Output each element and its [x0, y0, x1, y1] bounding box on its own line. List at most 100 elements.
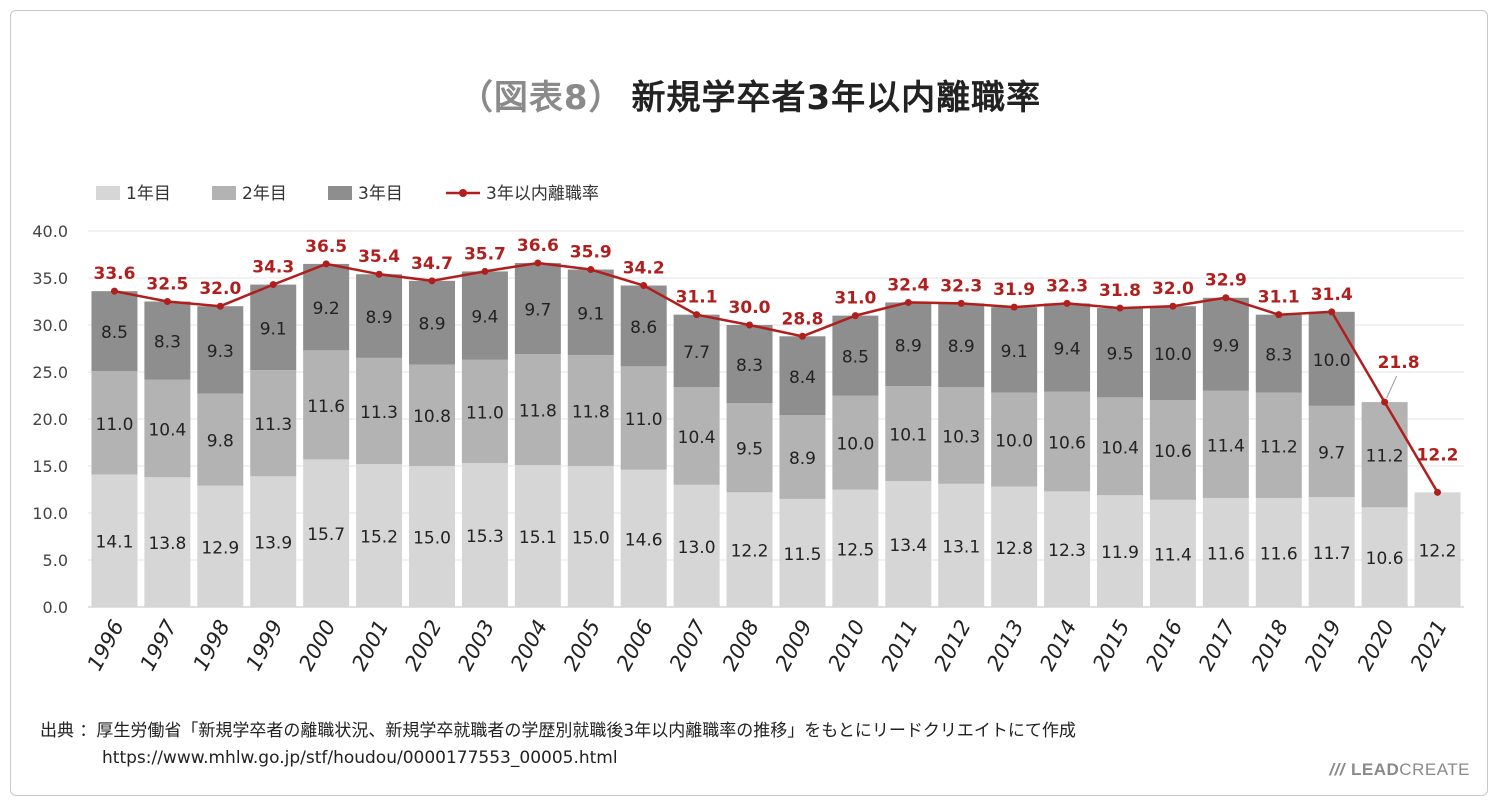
bar-year2: [1097, 397, 1143, 496]
rate-data-label: 32.3: [1046, 276, 1088, 296]
rate-data-label: 34.7: [411, 254, 453, 274]
bar-data-label: 12.2: [731, 542, 769, 562]
bar-data-label: 11.3: [360, 403, 398, 423]
bar-data-label: 10.1: [889, 426, 927, 446]
bar-data-label: 10.0: [836, 435, 874, 455]
rate-point: [216, 302, 224, 310]
bar-data-label: 10.4: [1101, 438, 1139, 458]
y-tick-label: 40.0: [32, 222, 68, 241]
bar-year2: [1149, 400, 1196, 500]
rate-point: [851, 312, 859, 320]
bar-data-label: 15.0: [413, 529, 451, 549]
chart-title-prefix: （図表8）: [458, 78, 624, 118]
bar-data-label: 13.0: [678, 538, 716, 558]
bar-data-label: 11.5: [784, 545, 822, 565]
rate-data-label: 35.9: [570, 243, 612, 263]
bar-year2: [1255, 392, 1302, 498]
rate-point: [1434, 488, 1442, 496]
rate-data-label: 31.1: [676, 288, 718, 308]
bar-year3: [1097, 308, 1143, 398]
bar-year2: [726, 403, 773, 493]
bar-data-label: 8.9: [948, 337, 975, 357]
bar-year2: [779, 415, 826, 499]
rate-data-label: 12.2: [1417, 445, 1459, 465]
x-tick-label: 2021: [1406, 616, 1452, 674]
brand-slashes-icon: ///: [1329, 760, 1346, 779]
rate-data-label: 32.0: [199, 279, 241, 299]
y-tick-label: 25.0: [32, 363, 68, 382]
y-tick-label: 5.0: [43, 551, 68, 570]
bar-year1: [832, 489, 879, 607]
bar-data-label: 9.2: [313, 299, 340, 319]
bar-data-label: 8.9: [895, 336, 922, 356]
bar-year3: [409, 280, 455, 365]
bar-data-label: 9.5: [1106, 345, 1133, 365]
bar-data-label: 12.8: [995, 539, 1033, 559]
rate-point: [534, 259, 542, 267]
legend-swatch-3: [328, 186, 352, 200]
bar-year1: [91, 474, 138, 607]
bar-year2: [144, 379, 191, 478]
bar-data-label: 10.6: [1048, 434, 1086, 454]
x-tick-label: 2012: [929, 616, 975, 674]
bar-data-label: 11.4: [1154, 545, 1192, 565]
bar-data-label: 10.0: [1313, 351, 1351, 371]
bar-data-label: 8.3: [1265, 346, 1292, 366]
brand-logo: /// LEADCREATE: [1329, 760, 1470, 780]
bar-data-label: 13.8: [148, 534, 186, 554]
bar-data-label: 9.9: [1212, 336, 1239, 356]
bar-year3: [356, 274, 403, 358]
bar-data-label: 13.9: [254, 534, 292, 554]
rate-data-label: 32.4: [887, 275, 929, 295]
bar-data-label: 7.7: [683, 343, 710, 363]
x-tick-label: 2003: [453, 616, 499, 674]
brand-lead: LEAD: [1351, 760, 1400, 779]
bar-year1: [1044, 491, 1091, 607]
bar-year3: [303, 263, 350, 351]
bar-year2: [461, 359, 508, 464]
bar-year2: [303, 350, 350, 460]
rate-point: [1010, 303, 1018, 311]
bar-year2: [938, 387, 985, 484]
bar-year3: [1202, 297, 1249, 391]
source-url[interactable]: https://www.mhlw.go.jp/stf/houdou/000017…: [102, 748, 618, 768]
bar-year1: [726, 492, 773, 607]
bar-year2: [1202, 390, 1249, 498]
rate-data-label: 31.8: [1099, 281, 1141, 301]
legend-label: 2年目: [242, 184, 287, 204]
legend-label: 3年目: [358, 184, 403, 204]
x-tick-label: 2014: [1035, 616, 1081, 674]
bar-data-label: 10.6: [1366, 549, 1404, 569]
bar-data-label: 10.8: [413, 407, 451, 427]
rate-data-label: 35.4: [358, 247, 400, 267]
rate-point: [1328, 308, 1336, 316]
bar-data-label: 11.0: [466, 403, 504, 423]
rate-point: [375, 270, 383, 278]
rate-point: [1275, 311, 1283, 319]
x-tick-label: 2001: [347, 616, 393, 674]
bar-year1: [144, 477, 191, 607]
rate-data-label: 31.1: [1258, 288, 1300, 308]
bar-data-label: 10.4: [678, 428, 716, 448]
bar-data-label: 9.4: [471, 308, 498, 328]
x-tick-label: 2019: [1300, 616, 1346, 674]
bar-data-label: 8.9: [418, 315, 445, 335]
rate-point: [110, 287, 118, 295]
bar-year1: [1202, 497, 1249, 607]
brand-create: CREATE: [1399, 760, 1470, 779]
bar-data-label: 11.6: [307, 397, 345, 417]
y-tick-label: 10.0: [32, 504, 68, 523]
bar-year2: [409, 364, 455, 466]
bar-year2: [1044, 391, 1091, 492]
bar-year3: [1149, 306, 1196, 401]
bar-data-label: 9.8: [207, 432, 234, 452]
rate-line: [114, 261, 1439, 493]
rate-data-label: 36.6: [517, 236, 559, 256]
x-tick-label: 1998: [188, 616, 234, 674]
source-label: 出典 ：: [40, 721, 97, 741]
bar-data-label: 14.1: [96, 533, 134, 553]
bar-data-label: 9.1: [577, 304, 604, 324]
bar-year2: [250, 370, 297, 477]
bar-data-label: 8.9: [789, 449, 816, 469]
chart-legend: 1年目 2年目 3年目 3年以内離職率: [96, 184, 599, 204]
